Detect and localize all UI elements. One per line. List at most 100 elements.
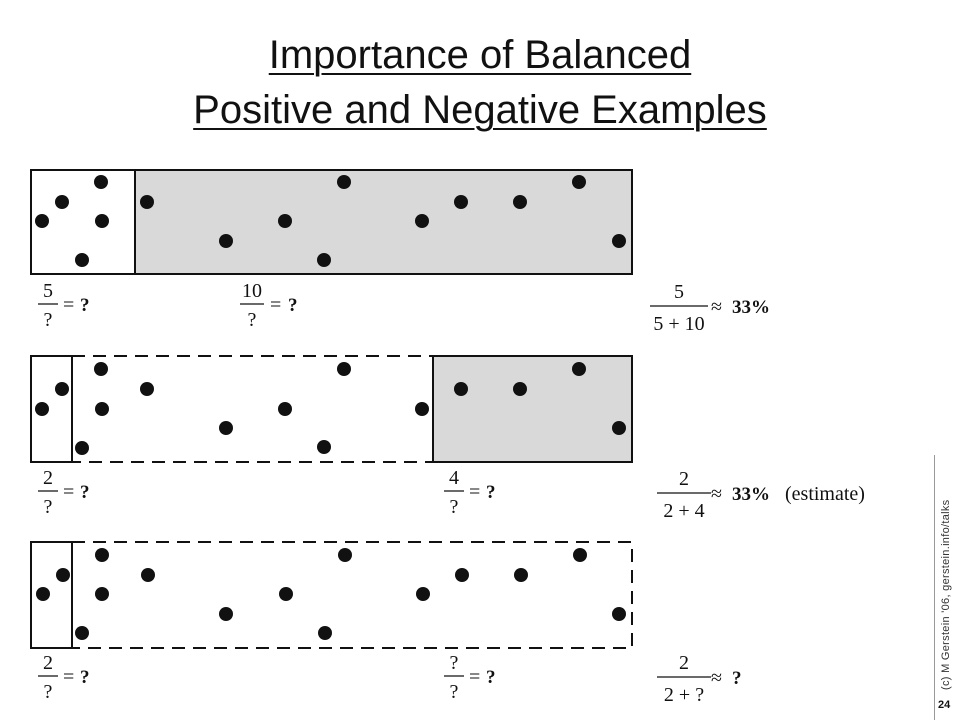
dot [513, 382, 527, 396]
balanced-examples-diagram: 5 ? = ? 10 ? = ? 5 5 + 10 ≈ 33% [30, 169, 865, 706]
dot [95, 548, 109, 562]
dot [455, 568, 469, 582]
fraction-numerator: 5 [43, 280, 53, 302]
fraction-denominator: ? [248, 309, 257, 331]
negative-region-shaded [432, 355, 633, 463]
copyright-credit: (c) M Gerstein '06, gerstein.info/talks [940, 499, 952, 690]
approx-sign: ≈ [711, 296, 722, 318]
dot [572, 175, 586, 189]
panel-3: 2 ? = ? ? ? = ? 2 2 + ? ≈ ? [30, 541, 742, 706]
fraction-result: ? [486, 667, 496, 688]
fraction-result: ? [80, 482, 90, 503]
unlabeled-region-dashed [71, 541, 633, 649]
side-divider [934, 455, 935, 720]
dot [514, 568, 528, 582]
estimate-note: (estimate) [785, 483, 865, 505]
dot [513, 195, 527, 209]
panel-2: 2 ? = ? 4 ? = ? 2 2 + 4 ≈ 33% (estimate) [30, 355, 865, 522]
equals-sign: = [63, 294, 74, 316]
dots [35, 362, 626, 455]
fraction-denominator: 5 + 10 [653, 313, 704, 335]
dot [454, 195, 468, 209]
percentage-value: 33% [732, 297, 770, 318]
equals-sign: = [63, 481, 74, 503]
fraction-denominator: ? [44, 681, 53, 703]
dot [95, 214, 109, 228]
dot [94, 362, 108, 376]
dot [279, 587, 293, 601]
dot [219, 607, 233, 621]
dot [95, 402, 109, 416]
dot [317, 253, 331, 267]
dots [36, 548, 626, 640]
fraction-result-ratio: 2 2 + ? ≈ ? [657, 652, 742, 706]
dot [140, 382, 154, 396]
fraction-left: 2 ? = ? [38, 652, 90, 703]
dot [75, 253, 89, 267]
fraction-left: 2 ? = ? [38, 467, 90, 518]
dot [35, 402, 49, 416]
fraction-denominator: 2 + ? [664, 684, 704, 706]
dot [35, 214, 49, 228]
fraction-mid: ? ? = ? [444, 652, 496, 703]
dot [278, 214, 292, 228]
dot [219, 234, 233, 248]
dot [572, 362, 586, 376]
fraction-numerator: ? [450, 652, 459, 674]
fraction-numerator: 2 [43, 467, 53, 489]
fraction-left: 5 ? = ? [38, 280, 90, 331]
dot [56, 568, 70, 582]
percentage-value: 33% [732, 484, 770, 505]
dot [612, 607, 626, 621]
dot [55, 382, 69, 396]
equals-sign: = [63, 666, 74, 688]
panel-1: 5 ? = ? 10 ? = ? 5 5 + 10 ≈ 33% [30, 169, 770, 335]
dot [415, 214, 429, 228]
approx-sign: ≈ [711, 667, 722, 689]
dot [415, 402, 429, 416]
dot [94, 175, 108, 189]
unlabeled-region-dashed [71, 355, 434, 463]
negative-region-shaded [134, 169, 633, 275]
dot [337, 175, 351, 189]
fraction-result: ? [80, 667, 90, 688]
dot [75, 441, 89, 455]
slide-title-line-1: Importance of Balanced [268, 33, 692, 77]
dot [573, 548, 587, 562]
dot [75, 626, 89, 640]
dot [278, 402, 292, 416]
dots [35, 175, 626, 267]
slide-title-line-2: Positive and Negative Examples [193, 88, 767, 132]
positive-region [30, 541, 73, 649]
fraction-mid: 10 ? = ? [240, 280, 298, 331]
dot [318, 626, 332, 640]
dot [338, 548, 352, 562]
fraction-numerator: 2 [679, 652, 689, 674]
fraction-numerator: 4 [449, 467, 459, 489]
dot [612, 421, 626, 435]
fraction-result: ? [486, 482, 496, 503]
fraction-denominator: ? [450, 681, 459, 703]
dot [454, 382, 468, 396]
fraction-denominator: 2 + 4 [663, 500, 704, 522]
equals-sign: = [469, 666, 480, 688]
percentage-value: ? [732, 668, 742, 689]
fraction-mid: 4 ? = ? [444, 467, 496, 518]
fraction-numerator: 10 [242, 280, 262, 302]
dot [36, 587, 50, 601]
fraction-result-ratio: 5 5 + 10 ≈ 33% [650, 281, 770, 335]
dot [337, 362, 351, 376]
fraction-result-ratio: 2 2 + 4 ≈ 33% (estimate) [657, 468, 865, 522]
dot [219, 421, 233, 435]
fraction-denominator: ? [44, 496, 53, 518]
positive-region [30, 355, 73, 463]
dot [317, 440, 331, 454]
dot [416, 587, 430, 601]
approx-sign: ≈ [711, 483, 722, 505]
fraction-denominator: ? [44, 309, 53, 331]
fraction-numerator: 5 [674, 281, 684, 303]
dot [140, 195, 154, 209]
fraction-numerator: 2 [679, 468, 689, 490]
page-number: 24 [938, 699, 951, 711]
dot [55, 195, 69, 209]
